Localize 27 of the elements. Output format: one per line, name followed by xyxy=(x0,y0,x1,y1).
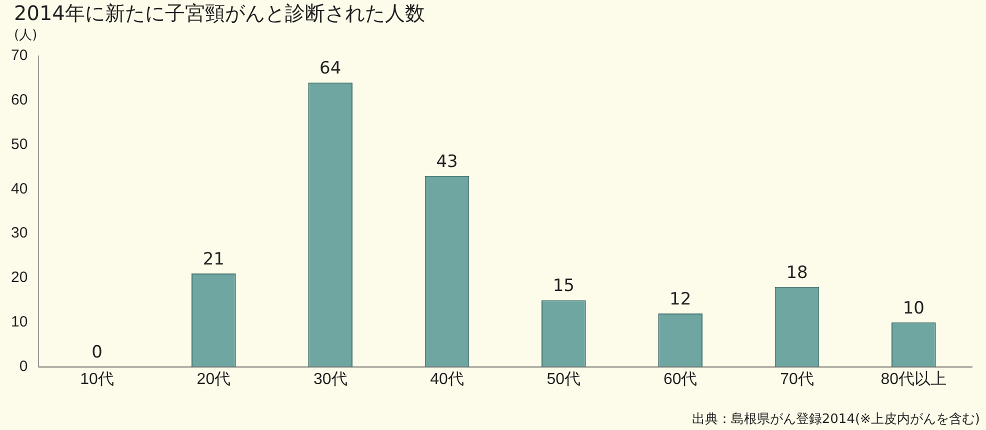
y-tick-label: 50 xyxy=(10,136,28,153)
x-tick-label: 80代以上 xyxy=(880,370,947,388)
x-tick-label: 50代 xyxy=(546,370,581,388)
x-tick-label: 70代 xyxy=(780,370,814,388)
y-tick-label: 10 xyxy=(10,314,28,331)
data-label: 10 xyxy=(902,298,924,318)
data-label: 18 xyxy=(786,262,808,283)
x-tick-label: 60代 xyxy=(663,370,698,388)
data-label: 12 xyxy=(670,289,692,310)
chart-title: 2014年に新たに子宮頸がんと診断された人数 xyxy=(14,0,425,27)
data-label: 64 xyxy=(320,58,342,79)
y-tick-label: 40 xyxy=(10,180,28,198)
x-tick-label: 10代 xyxy=(80,370,114,388)
x-tick-label: 30代 xyxy=(313,370,348,388)
data-label: 15 xyxy=(552,276,574,296)
x-tick-label: 40代 xyxy=(430,370,464,388)
x-tick-label: 20代 xyxy=(196,370,231,388)
data-label: 21 xyxy=(202,249,224,270)
y-tick-label: 60 xyxy=(10,92,28,109)
y-axis-title: (人) xyxy=(14,27,38,44)
y-tick-label: 0 xyxy=(19,358,28,375)
source-note: 出典：島根県がん登録2014(※上皮内がんを含む) xyxy=(692,411,980,428)
y-tick-label: 20 xyxy=(10,269,28,286)
y-tick-label: 70 xyxy=(10,47,28,64)
y-tick-label: 30 xyxy=(10,224,28,242)
data-label: 43 xyxy=(436,152,458,172)
data-label: 0 xyxy=(92,342,102,363)
